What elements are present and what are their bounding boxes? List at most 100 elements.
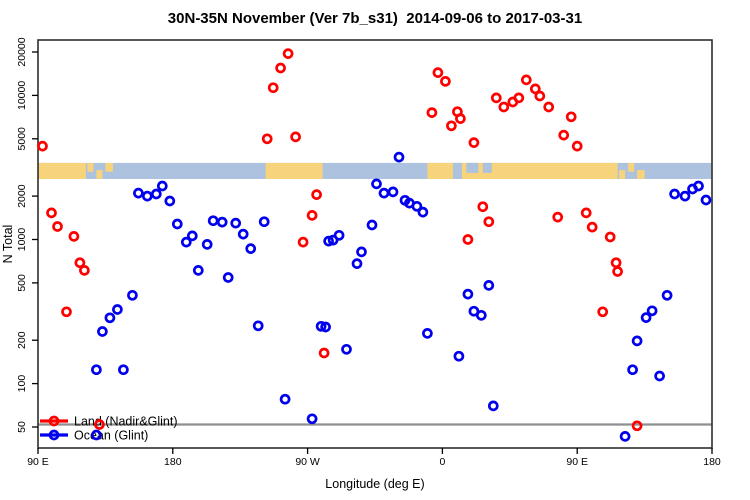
land-data-point	[565, 111, 577, 123]
land-data-point	[455, 113, 466, 124]
land-data-point	[534, 90, 546, 102]
x-tick-label: 90 E	[27, 456, 49, 468]
ocean-data-point	[417, 206, 429, 218]
ocean-data-point	[323, 235, 334, 247]
data-points	[37, 48, 712, 442]
map-strip-ocean-patch	[466, 162, 479, 173]
ocean-data-point	[393, 151, 405, 163]
ocean-data-point	[654, 370, 665, 382]
land-data-point	[513, 92, 525, 104]
ocean-data-point	[306, 413, 318, 425]
land-data-point	[529, 83, 541, 95]
land-data-point	[311, 189, 322, 200]
legend-label-ocean: Ocean (Glint)	[74, 429, 148, 443]
ocean-data-point	[192, 265, 204, 276]
land-data-point	[432, 67, 444, 78]
ocean-data-point	[483, 280, 495, 291]
ocean-data-point	[333, 229, 345, 241]
ocean-data-point	[133, 187, 144, 199]
land-data-point	[426, 107, 438, 118]
ocean-data-point	[462, 288, 474, 300]
ocean-data-point	[258, 216, 270, 228]
ocean-data-point	[679, 190, 691, 202]
x-tick-label: 180	[164, 456, 182, 468]
ocean-data-point	[91, 429, 102, 441]
ocean-data-point	[661, 289, 673, 301]
plot-border	[37, 39, 713, 449]
land-data-point	[571, 140, 583, 152]
ocean-data-point	[320, 321, 331, 333]
land-data-point	[586, 221, 598, 233]
land-data-point	[462, 234, 474, 245]
map-strip-land-speckle	[87, 162, 94, 172]
ocean-data-point	[207, 215, 219, 227]
ocean-data-point	[640, 312, 652, 323]
land-data-point	[267, 82, 279, 94]
ocean-data-point	[351, 258, 363, 269]
land-data-point	[68, 231, 80, 242]
legend: Land (Nadir&Glint)Ocean (Glint)	[40, 415, 178, 443]
land-data-point	[440, 76, 451, 87]
map-strip-land	[265, 162, 323, 179]
ocean-data-point	[366, 219, 378, 231]
y-tick-label: 200	[16, 331, 28, 349]
ocean-data-point	[141, 190, 153, 202]
land-data-point	[498, 101, 510, 113]
land-data-point	[297, 236, 309, 248]
ocean-data-point	[201, 239, 213, 250]
land-data-point	[580, 207, 592, 219]
land-data-point	[61, 306, 72, 318]
ocean-data-point	[422, 328, 433, 339]
y-tick-label: 2000	[16, 184, 28, 208]
ocean-data-point	[222, 272, 234, 283]
map-strip-land-speckle	[619, 170, 626, 179]
x-tick-label: 90 E	[566, 456, 588, 468]
ocean-data-point	[356, 246, 367, 258]
map-strip-land	[38, 162, 86, 179]
land-data-point	[631, 420, 643, 432]
land-data-point	[597, 306, 609, 318]
land-data-point	[543, 101, 555, 113]
land-data-point	[490, 92, 502, 104]
ocean-data-point	[371, 178, 382, 190]
land-data-point	[290, 131, 301, 143]
land-data-point	[558, 129, 570, 141]
map-strip-ocean-patch	[482, 162, 492, 173]
ocean-data-point	[112, 304, 123, 315]
ocean-data-point	[245, 243, 257, 254]
ocean-data-point	[619, 431, 631, 442]
map-strip-land-speckle	[105, 162, 113, 172]
map-strip-land-speckle	[96, 170, 103, 179]
ocean-data-point	[237, 228, 249, 240]
land-data-point	[37, 140, 48, 152]
y-tick-label: 50	[16, 421, 28, 433]
ocean-data-point	[186, 230, 198, 242]
ocean-data-point	[411, 200, 423, 212]
y-axis-title: N Total	[1, 225, 15, 264]
ocean-data-point	[230, 217, 242, 229]
ocean-data-point	[669, 188, 680, 200]
land-data-point	[483, 216, 495, 228]
y-tick-label: 100	[16, 375, 28, 393]
ocean-data-point	[475, 309, 487, 321]
map-strip-land-speckle	[637, 170, 645, 179]
ocean-data-point	[279, 393, 291, 405]
x-tick-label: 0	[439, 456, 445, 468]
ocean-data-point	[341, 343, 352, 355]
land-data-point	[477, 201, 489, 213]
ocean-data-point	[104, 312, 116, 324]
ocean-data-point	[156, 180, 168, 192]
y-tick-label: 500	[16, 274, 28, 292]
y-tick-label: 5000	[16, 127, 28, 151]
x-axis-ticks: 90 E 180 90 W 0 90 E 180	[27, 448, 721, 468]
land-data-point	[446, 120, 457, 132]
ocean-data-point	[127, 289, 138, 301]
y-tick-label: 10000	[16, 81, 28, 110]
land-data-point	[468, 137, 480, 148]
land-data-point	[94, 419, 105, 430]
land-data-point	[52, 221, 63, 232]
y-tick-label: 20000	[16, 37, 28, 66]
x-axis-title: Longitude (deg E)	[325, 477, 424, 491]
ocean-data-point	[631, 335, 643, 347]
